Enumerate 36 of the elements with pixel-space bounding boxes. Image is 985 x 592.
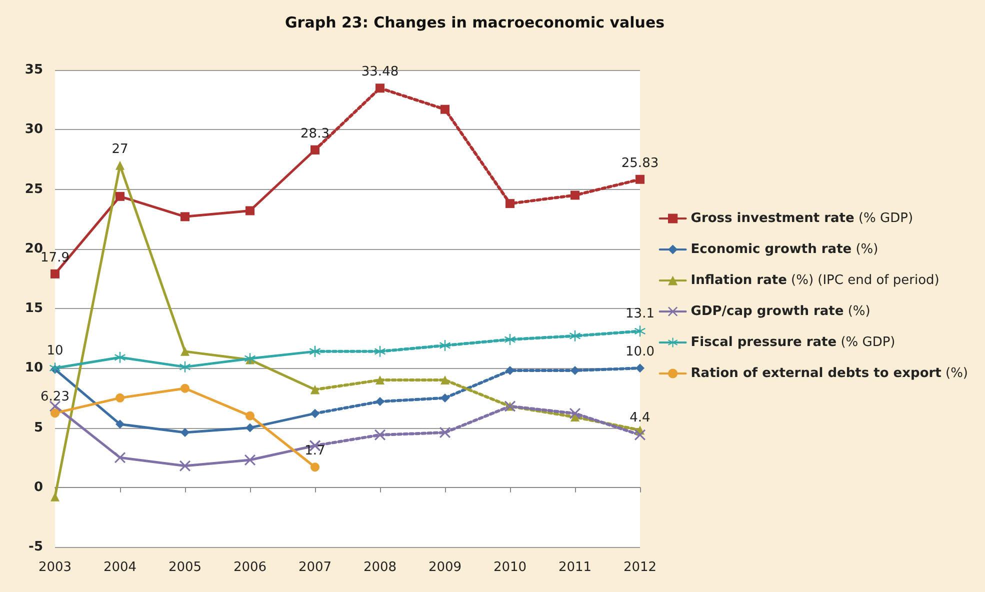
y-tick-label: 35 — [24, 62, 43, 78]
data-label: 10 — [46, 344, 64, 359]
data-label: 13.1 — [626, 306, 654, 322]
x-tick-label: 2003 — [38, 560, 72, 575]
legend-label: Economic growth rate (%) — [690, 242, 878, 257]
data-label: 10.0 — [626, 344, 654, 360]
x-tick-label: 2009 — [428, 560, 462, 575]
y-tick-label: 25 — [24, 182, 43, 197]
x-tick-label: 2012 — [623, 560, 657, 575]
y-tick-label: 30 — [24, 122, 43, 138]
legend-label: Fiscal pressure rate (% GDP) — [690, 335, 896, 350]
x-tick-label: 2005 — [168, 560, 202, 575]
data-label: 33.48 — [361, 64, 399, 80]
x-tick-label: 2006 — [233, 560, 267, 575]
x-tick-label: 2007 — [298, 560, 332, 575]
y-tick-label: 5 — [34, 420, 43, 436]
x-tick-label: 2010 — [493, 560, 527, 575]
data-label: 6.23 — [40, 390, 70, 405]
x-tick-label: 2008 — [363, 560, 397, 575]
legend-label: Inflation rate (%) (IPC end of period) — [690, 273, 940, 288]
x-tick-label: 2004 — [103, 560, 137, 575]
data-label: 1.7 — [304, 444, 326, 459]
y-tick-label: 15 — [24, 301, 43, 316]
legend-label: Gross investment rate (% GDP) — [690, 211, 914, 226]
legend-label: Ration of external debts to export (%) — [690, 366, 968, 381]
y-tick-label: 10 — [24, 360, 43, 376]
data-label: 25.83 — [621, 156, 659, 171]
data-label: 4.4 — [630, 410, 650, 426]
y-tick-label: 0 — [34, 480, 43, 495]
chart-title: Graph 23: Changes in macroeconomic values — [285, 14, 665, 32]
y-tick-label: -5 — [28, 540, 43, 554]
legend-label: GDP/cap growth rate (%) — [690, 304, 870, 319]
y-tick-label: 20 — [24, 241, 43, 256]
x-tick-label: 2011 — [558, 560, 592, 575]
data-label: 27 — [112, 142, 128, 157]
data-label: 28.3 — [300, 126, 330, 142]
